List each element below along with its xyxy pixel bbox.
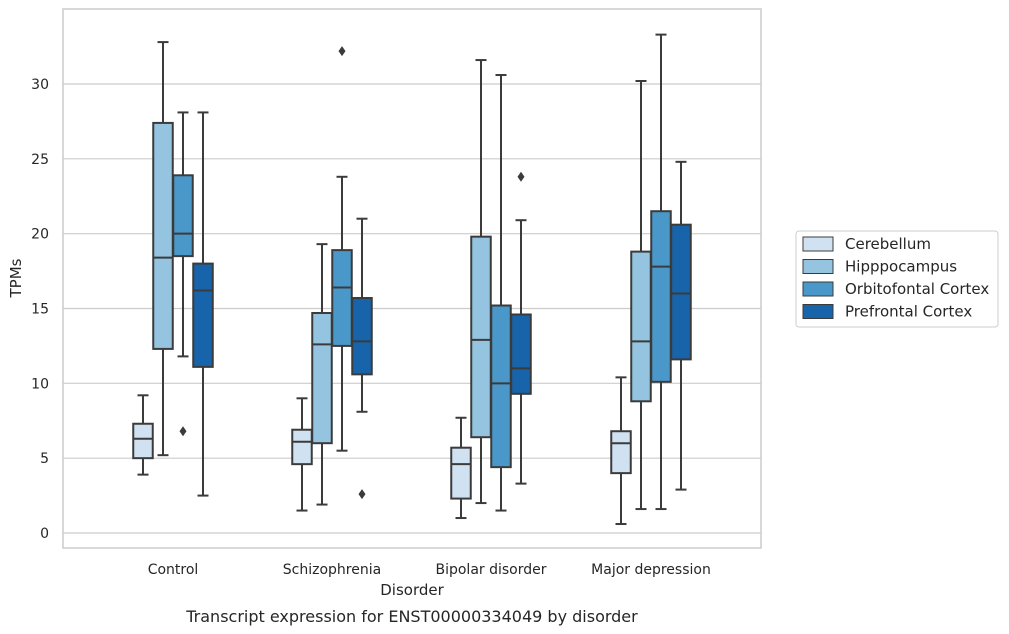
boxes bbox=[132, 33, 692, 526]
box-prefrontal-cortex-major-depression bbox=[670, 160, 692, 491]
box-hipppocampus-control bbox=[152, 41, 174, 457]
y-axis-ticks: 0 5 10 15 20 25 30 bbox=[31, 77, 49, 542]
box-cerebellum-major-depression bbox=[610, 376, 632, 526]
legend-label: Prefrontal Cortex bbox=[845, 303, 972, 321]
outlier-marker bbox=[338, 46, 346, 57]
box-iqr bbox=[650, 210, 672, 383]
box-orbitofontal-cortex-bipolar-disorder bbox=[490, 74, 512, 512]
box-orbitofontal-cortex-major-depression bbox=[650, 33, 672, 511]
box-cerebellum-bipolar-disorder bbox=[450, 416, 472, 520]
plot-frame bbox=[62, 8, 762, 549]
y-tick-label: 25 bbox=[31, 152, 49, 168]
outlier-marker bbox=[179, 426, 187, 437]
box-iqr bbox=[470, 235, 492, 439]
y-tick-label: 0 bbox=[40, 526, 49, 542]
box-iqr bbox=[610, 430, 632, 475]
box-iqr bbox=[311, 311, 333, 445]
box-hipppocampus-schizophrenia bbox=[311, 243, 333, 506]
legend: Cerebellum Hipppocampus Orbitofontal Corte… bbox=[795, 230, 999, 328]
box-iqr bbox=[351, 297, 373, 376]
legend-frame bbox=[795, 230, 999, 328]
chart-caption: Transcript expression for ENST0000033404… bbox=[185, 607, 638, 626]
box-iqr bbox=[630, 250, 652, 403]
box-iqr bbox=[152, 121, 174, 350]
legend-swatch bbox=[802, 281, 834, 297]
x-tick-label: Bipolar disorder bbox=[435, 562, 546, 578]
legend-label: Hipppocampus bbox=[845, 258, 957, 276]
x-axis-label: Disorder bbox=[380, 581, 444, 599]
y-tick-label: 30 bbox=[31, 77, 49, 93]
legend-label: Cerebellum bbox=[845, 235, 931, 253]
box-iqr bbox=[172, 174, 194, 258]
box-prefrontal-cortex-control bbox=[192, 111, 214, 497]
box-iqr bbox=[192, 262, 214, 368]
box-hipppocampus-bipolar-disorder bbox=[470, 59, 492, 505]
legend-swatch bbox=[802, 304, 834, 319]
box-iqr bbox=[670, 223, 692, 361]
y-tick-label: 15 bbox=[31, 302, 49, 318]
legend-swatch bbox=[802, 259, 834, 274]
outlier-marker bbox=[358, 489, 366, 500]
box-cerebellum-schizophrenia bbox=[291, 397, 313, 512]
y-tick-label: 10 bbox=[31, 376, 49, 392]
x-tick-label: Major depression bbox=[591, 562, 711, 578]
box-cerebellum-control bbox=[132, 394, 154, 476]
box-hipppocampus-major-depression bbox=[630, 80, 652, 511]
y-axis-label: TPMs bbox=[7, 258, 25, 298]
box-iqr bbox=[510, 313, 532, 395]
x-tick-label: Schizophrenia bbox=[283, 562, 381, 578]
box-iqr bbox=[132, 422, 154, 460]
box-prefrontal-cortex-schizophrenia bbox=[351, 217, 373, 500]
legend-label: Orbitofontal Cortex bbox=[845, 280, 989, 298]
box-iqr bbox=[490, 304, 512, 469]
box-prefrontal-cortex-bipolar-disorder bbox=[510, 171, 532, 485]
y-tick-label: 5 bbox=[40, 451, 49, 467]
box-iqr bbox=[331, 249, 353, 347]
outlier-marker bbox=[517, 171, 525, 182]
x-tick-label: Control bbox=[148, 562, 199, 578]
box-orbitofontal-cortex-schizophrenia bbox=[331, 46, 353, 452]
box-orbitofontal-cortex-control bbox=[172, 111, 194, 437]
x-axis-ticks: Control Schizophrenia Bipolar disorder Majo… bbox=[148, 562, 711, 578]
y-tick-label: 20 bbox=[31, 227, 49, 243]
legend-swatch bbox=[802, 236, 834, 252]
box-iqr bbox=[291, 428, 313, 466]
box-iqr bbox=[450, 446, 472, 500]
